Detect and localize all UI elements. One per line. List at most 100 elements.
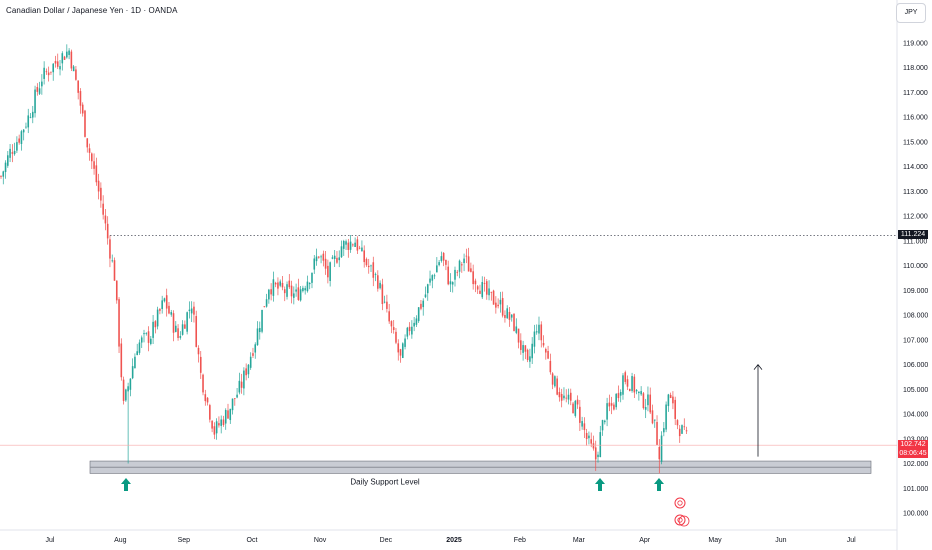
candle-body xyxy=(594,447,597,460)
candle-body xyxy=(293,293,295,298)
candle-body xyxy=(34,89,36,114)
candle-body xyxy=(81,104,84,114)
candle-body xyxy=(324,258,327,269)
currency-button[interactable]: JPY xyxy=(896,3,926,23)
bounce-arrow-icon xyxy=(121,478,131,491)
candle-body xyxy=(347,242,350,250)
candle-body xyxy=(352,244,354,246)
candle-body xyxy=(93,161,95,169)
candle-body xyxy=(190,308,193,314)
candle-body xyxy=(254,344,257,353)
candle-body xyxy=(610,403,613,406)
candle-body xyxy=(501,298,504,316)
candle-body xyxy=(660,435,663,462)
candle-body xyxy=(243,370,245,389)
candle-body xyxy=(9,148,11,158)
candle-body xyxy=(297,287,300,300)
candle-body xyxy=(18,138,20,143)
candle-body xyxy=(481,282,484,298)
candle-body xyxy=(336,257,338,263)
candle-body xyxy=(138,342,141,353)
y-tick-label: 105.000 xyxy=(903,387,928,394)
candle-body xyxy=(524,345,527,352)
candle-body xyxy=(206,397,209,403)
overlays-layer xyxy=(0,234,897,527)
candle-body xyxy=(535,331,538,333)
candle-body xyxy=(11,152,14,154)
candle-body xyxy=(220,419,222,426)
candle-body xyxy=(268,289,270,300)
candle-body xyxy=(4,162,7,173)
y-tick-label: 116.000 xyxy=(903,115,928,122)
candle-body xyxy=(88,148,91,153)
candle-body xyxy=(667,394,670,407)
candle-body xyxy=(113,260,116,281)
candle-body xyxy=(245,368,247,376)
candle-body xyxy=(549,360,552,373)
candle-body xyxy=(283,289,286,294)
candle-body xyxy=(63,56,66,60)
candle-body xyxy=(381,284,384,305)
candle-body xyxy=(72,66,75,72)
candle-body xyxy=(420,303,422,309)
candle-body xyxy=(479,290,481,294)
candle-body xyxy=(327,265,329,278)
candle-body xyxy=(388,311,390,322)
candle-body xyxy=(165,295,168,309)
candle-body xyxy=(622,375,624,395)
candle-body xyxy=(52,63,55,73)
candle-body xyxy=(213,426,216,435)
candle-body xyxy=(256,328,259,346)
candle-body xyxy=(483,283,486,284)
candle-body xyxy=(177,328,179,339)
candle-body xyxy=(84,110,86,137)
candle-body xyxy=(399,349,402,356)
candle-body xyxy=(658,446,661,460)
candle-body xyxy=(581,421,583,427)
symbol-title: Canadian Dollar / Japanese Yen · 1D · OA… xyxy=(6,6,178,15)
candle-body xyxy=(236,394,238,398)
candle-body xyxy=(465,255,468,257)
candle-body xyxy=(551,373,554,385)
candle-body xyxy=(75,69,77,80)
price-axis[interactable]: 100.000 101.000 102.000 103.000 104.000 105.0… xyxy=(903,41,928,518)
candle-body xyxy=(558,392,561,398)
candle-body xyxy=(315,256,318,262)
candle-body xyxy=(574,400,577,416)
candle-body xyxy=(685,430,688,432)
candle-body xyxy=(522,345,524,353)
candle-body xyxy=(379,282,381,289)
candle-body xyxy=(263,306,266,308)
candle-body xyxy=(556,378,558,395)
candle-body xyxy=(140,337,143,343)
candle-body xyxy=(16,142,18,151)
candle-body xyxy=(249,356,252,368)
candle-body xyxy=(302,287,304,292)
candle-body xyxy=(604,420,606,423)
y-tick-label: 106.000 xyxy=(903,362,928,369)
candle-body xyxy=(395,331,397,343)
candle-body xyxy=(472,271,474,285)
candle-body xyxy=(143,333,145,335)
candle-body xyxy=(438,262,440,266)
candle-body xyxy=(272,279,275,296)
candle-body xyxy=(95,165,98,183)
candle-body xyxy=(106,223,109,239)
candle-body xyxy=(281,282,284,288)
candle-body xyxy=(597,454,599,458)
candle-body xyxy=(461,264,463,266)
candle-body xyxy=(261,309,263,332)
y-tick-label: 102.000 xyxy=(903,461,928,468)
support-zone-layer: Daily Support Level xyxy=(89,460,872,486)
time-axis[interactable]: Jul Aug Sep Oct Nov Dec 2025 Feb Mar Apr May Jun Jul xyxy=(45,537,856,544)
y-tick-label: 107.000 xyxy=(903,337,928,344)
candle-body xyxy=(390,321,393,327)
candle-body xyxy=(529,356,531,362)
candle-body xyxy=(626,379,629,387)
candle-body xyxy=(238,380,241,393)
candle-body xyxy=(97,180,100,192)
candle-body xyxy=(463,258,465,264)
candle-body xyxy=(386,301,388,309)
candle-body xyxy=(431,275,434,281)
